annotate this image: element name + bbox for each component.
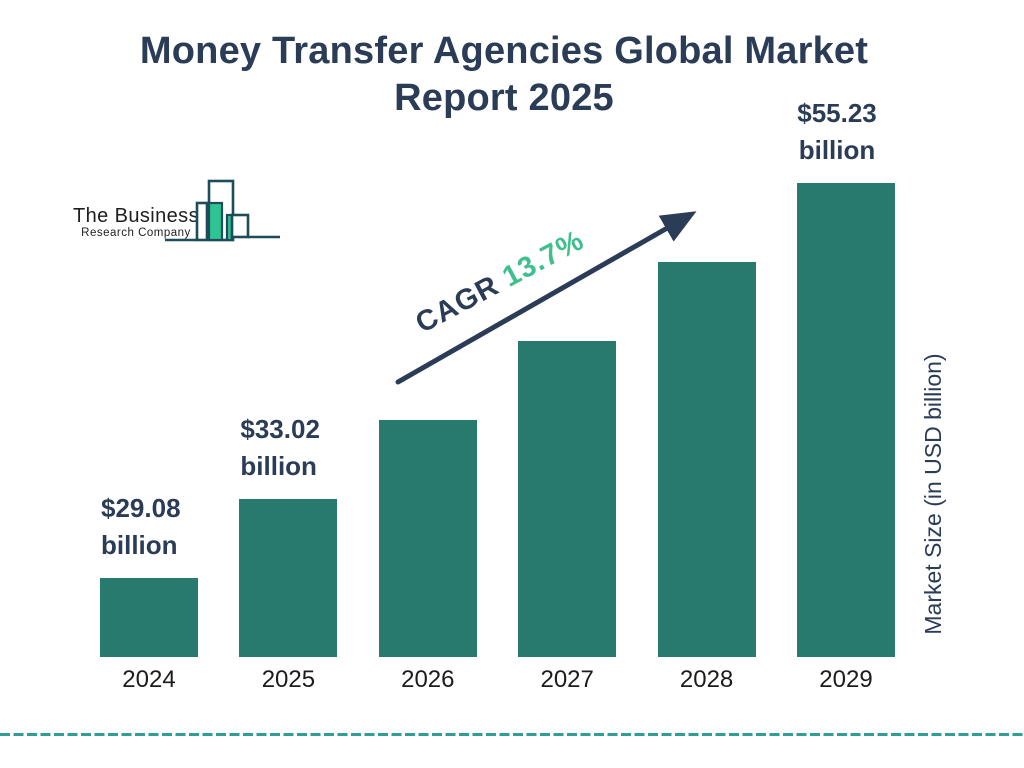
logo-company-name: The Business	[73, 205, 199, 227]
x-tick-2025: 2025	[261, 666, 316, 693]
x-tick-2027: 2027	[540, 666, 594, 693]
bar-2029	[797, 183, 895, 657]
y-axis-label: Market Size (in USD billion)	[920, 353, 946, 635]
company-logo: The Business Research Company	[73, 172, 288, 246]
bottom-dashed-divider	[0, 733, 1024, 736]
bar-2024	[100, 578, 198, 657]
x-tick-2029: 2029	[819, 666, 873, 693]
logo-company-subtitle: Research Company	[81, 227, 191, 239]
bar-2025	[239, 499, 338, 657]
x-tick-2028: 2028	[679, 666, 734, 693]
value-label-2024: $29.08 billion	[101, 493, 181, 560]
title-line-2: Report 2025	[394, 77, 614, 119]
x-tick-2024: 2024	[122, 666, 176, 693]
value-label-2029: $55.23 billion	[797, 98, 877, 165]
x-tick-2026: 2026	[401, 666, 455, 693]
title-line-1: Money Transfer Agencies Global Market	[139, 30, 869, 72]
bar-2026	[378, 420, 477, 657]
page-title: Money Transfer Agencies Global Market Re…	[0, 28, 1016, 122]
value-label-2025: $33.02 billion	[240, 414, 320, 481]
bar-2027	[518, 341, 617, 657]
logo-text: The Business Research Company	[73, 205, 199, 240]
bar-chart-skyline-icon	[165, 179, 280, 242]
bar-2028	[657, 262, 756, 657]
